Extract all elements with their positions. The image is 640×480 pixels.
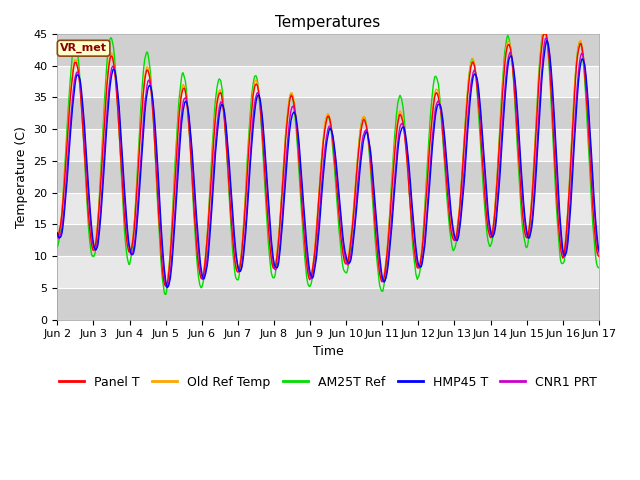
AM25T Ref	[410, 259, 418, 264]
CNR1 PRT	[204, 254, 211, 260]
AM25T Ref	[161, 291, 169, 297]
CNR1 PRT	[395, 133, 403, 139]
Panel T	[410, 248, 418, 253]
Bar	[58, 66, 599, 97]
Old Ref Temp	[54, 233, 61, 239]
HMP45 T	[395, 142, 403, 147]
Old Ref Temp	[162, 283, 170, 289]
HMP45 T	[543, 37, 550, 43]
Bar	[58, 129, 599, 161]
Bar	[58, 256, 599, 288]
Panel T	[595, 253, 603, 259]
Panel T	[162, 283, 170, 289]
Panel T	[54, 233, 61, 239]
Bar	[58, 225, 599, 256]
AM25T Ref	[63, 123, 71, 129]
Bar	[58, 34, 599, 66]
X-axis label: Time: Time	[313, 345, 344, 358]
Line: HMP45 T: HMP45 T	[58, 40, 599, 288]
Panel T	[204, 235, 211, 240]
HMP45 T	[54, 230, 61, 236]
Old Ref Temp	[410, 247, 418, 253]
Bar	[58, 161, 599, 193]
Bar	[58, 288, 599, 320]
HMP45 T	[63, 177, 71, 182]
HMP45 T	[119, 162, 127, 168]
Line: CNR1 PRT: CNR1 PRT	[58, 38, 599, 288]
CNR1 PRT	[410, 235, 418, 240]
HMP45 T	[204, 263, 211, 268]
AM25T Ref	[175, 102, 182, 108]
CNR1 PRT	[54, 233, 61, 239]
AM25T Ref	[54, 244, 61, 250]
HMP45 T	[595, 247, 603, 253]
Old Ref Temp	[540, 31, 547, 37]
Panel T	[175, 119, 182, 124]
Old Ref Temp	[175, 114, 182, 120]
HMP45 T	[175, 162, 182, 168]
CNR1 PRT	[119, 171, 127, 177]
CNR1 PRT	[542, 35, 550, 41]
Line: Old Ref Temp: Old Ref Temp	[58, 34, 599, 286]
Old Ref Temp	[63, 133, 71, 139]
Line: Panel T: Panel T	[58, 34, 599, 286]
Bar	[58, 193, 599, 225]
CNR1 PRT	[63, 164, 71, 169]
HMP45 T	[163, 285, 171, 290]
CNR1 PRT	[175, 146, 182, 152]
AM25T Ref	[204, 233, 211, 239]
HMP45 T	[410, 228, 418, 234]
Panel T	[395, 116, 403, 122]
Panel T	[63, 139, 71, 144]
Legend: Panel T, Old Ref Temp, AM25T Ref, HMP45 T, CNR1 PRT: Panel T, Old Ref Temp, AM25T Ref, HMP45 …	[54, 371, 602, 394]
CNR1 PRT	[595, 250, 603, 255]
Title: Temperatures: Temperatures	[275, 15, 381, 30]
CNR1 PRT	[163, 285, 170, 290]
Text: VR_met: VR_met	[60, 43, 107, 53]
Old Ref Temp	[204, 232, 211, 238]
Bar	[58, 97, 599, 129]
AM25T Ref	[540, 31, 547, 37]
AM25T Ref	[395, 97, 403, 103]
Panel T	[540, 31, 548, 37]
Old Ref Temp	[395, 112, 403, 118]
Y-axis label: Temperature (C): Temperature (C)	[15, 126, 28, 228]
AM25T Ref	[119, 202, 127, 207]
Old Ref Temp	[595, 250, 603, 256]
Panel T	[119, 191, 127, 197]
Old Ref Temp	[119, 192, 127, 198]
AM25T Ref	[595, 265, 603, 271]
Line: AM25T Ref: AM25T Ref	[58, 34, 599, 294]
